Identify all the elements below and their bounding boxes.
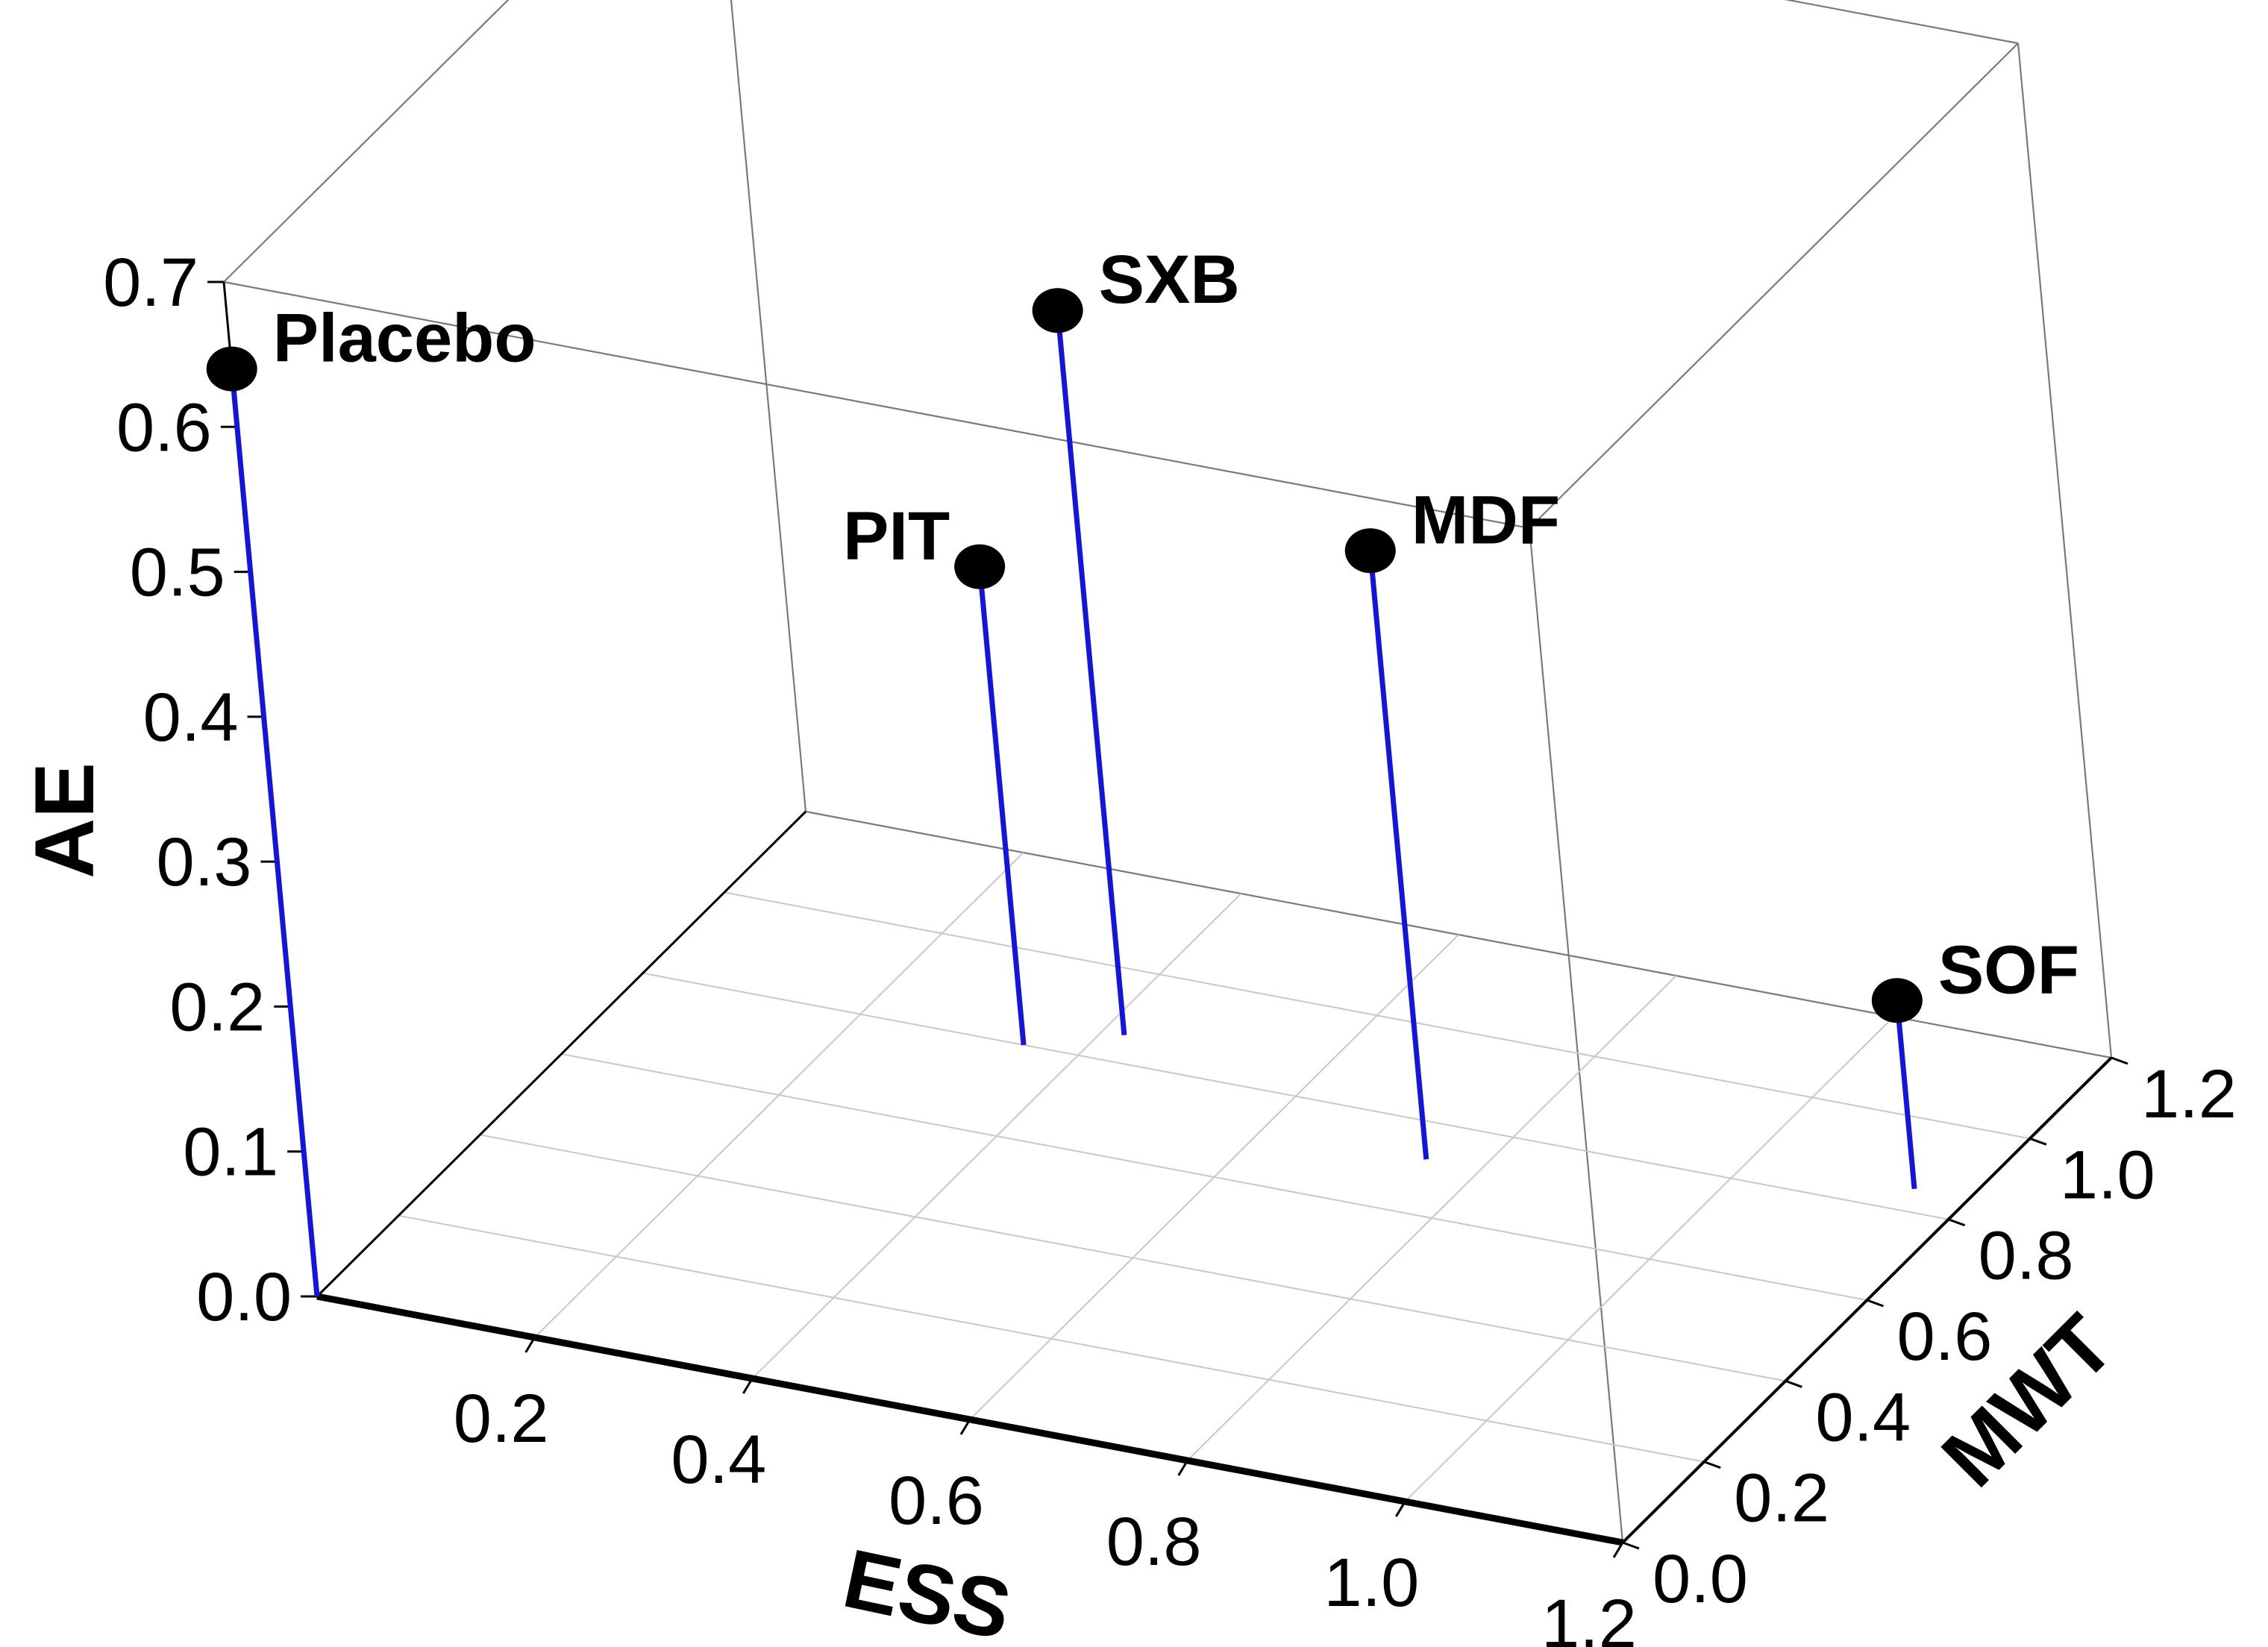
y-axis-ticks: 0.00.20.40.60.81.01.2: [1622, 1056, 2237, 1617]
x-tick-label: 1.0: [1323, 1545, 1419, 1621]
grid-line: [398, 1214, 1705, 1463]
z-tick-label: 0.4: [143, 680, 239, 756]
grid-line: [561, 1053, 1867, 1301]
data-point: [1032, 288, 1083, 333]
y-tick-mark: [1622, 1541, 1640, 1550]
y-tick-mark: [1703, 1461, 1721, 1469]
point-labels: Placebo PIT SXB MDF SOF: [273, 242, 2079, 1008]
data-point: [1344, 528, 1396, 574]
frame-edge: [1528, 527, 1624, 1543]
frame-edge: [2017, 43, 2113, 1058]
drop-line: [229, 368, 320, 1297]
y-tick-label: 0.8: [1979, 1218, 2074, 1294]
y-tick-mark: [1948, 1218, 1966, 1227]
drop-line: [1368, 550, 1429, 1160]
x-tick-mark: [1395, 1501, 1406, 1517]
z-tick-label: 0.2: [169, 969, 265, 1045]
y-tick-label: 0.0: [1653, 1541, 1748, 1617]
z-tick-label: 0.5: [130, 535, 225, 611]
point-label: SXB: [1099, 242, 1240, 318]
y-tick-mark: [1785, 1379, 1802, 1388]
grid-line: [480, 1134, 1786, 1382]
z-tick-label: 0.0: [196, 1259, 292, 1335]
x-axis-title: ESS: [836, 1531, 1018, 1647]
point-label: PIT: [843, 498, 950, 574]
data-points: [206, 288, 1923, 1023]
point-label: SOF: [1938, 932, 2079, 1008]
x-tick-mark: [1177, 1460, 1188, 1476]
floor-grid: [398, 852, 2031, 1502]
x-tick-label: 0.2: [454, 1381, 549, 1457]
frame-edge: [223, 0, 510, 283]
floor-axes: [222, 281, 2113, 1546]
x-tick-mark: [742, 1378, 754, 1394]
data-point: [1871, 978, 1923, 1023]
data-point: [954, 544, 1006, 589]
drop-lines: [229, 310, 1917, 1297]
y-tick-label: 1.0: [2060, 1137, 2155, 1213]
z-tick-label: 0.7: [103, 245, 198, 321]
y-tick-label: 0.2: [1734, 1461, 1829, 1537]
x-tick-label: 0.8: [1106, 1504, 1202, 1580]
data-point: [206, 346, 257, 392]
drop-line: [1894, 1000, 1917, 1190]
frame-edge: [1529, 43, 2019, 529]
grid-line: [642, 972, 1949, 1220]
drop-line: [977, 566, 1027, 1046]
z-tick-label: 0.3: [157, 824, 252, 900]
frame-edge: [730, 0, 807, 812]
z-axis-title: AE: [18, 762, 111, 879]
point-label: MDF: [1412, 482, 1560, 558]
y-tick-label: 0.6: [1897, 1299, 1993, 1375]
x-tick-label: 1.2: [1541, 1586, 1637, 1647]
x-tick-mark: [524, 1337, 536, 1353]
z-tick-label: 0.6: [116, 389, 212, 465]
x-tick-mark: [1612, 1542, 1624, 1558]
y-tick-label: 1.2: [2141, 1056, 2237, 1132]
y-tick-mark: [2111, 1056, 2128, 1065]
z-tick-label: 0.1: [183, 1114, 278, 1190]
z-axis-ticks: 0.0 0.1 0.2 0.3 0.4 0.5 0.6 0.7: [103, 245, 317, 1335]
x-tick-mark: [959, 1419, 971, 1435]
y-tick-mark: [2029, 1137, 2047, 1146]
grid-line: [724, 891, 2031, 1140]
box-frame: [223, 0, 2113, 1543]
point-label: Placebo: [273, 301, 536, 377]
x-tick-label: 0.6: [889, 1463, 984, 1539]
frame-edge: [1784, 0, 2019, 45]
y-tick-label: 0.4: [1815, 1379, 1911, 1455]
frame-edge: [223, 280, 1530, 530]
x-tick-label: 0.4: [671, 1422, 766, 1498]
x-axis-ticks: 0.2 0.4 0.6 0.8 1.0 1.2: [454, 1337, 1637, 1647]
floor-back-axis: [316, 810, 807, 1298]
y-tick-mark: [1866, 1299, 1885, 1308]
drop-line: [1055, 310, 1127, 1035]
